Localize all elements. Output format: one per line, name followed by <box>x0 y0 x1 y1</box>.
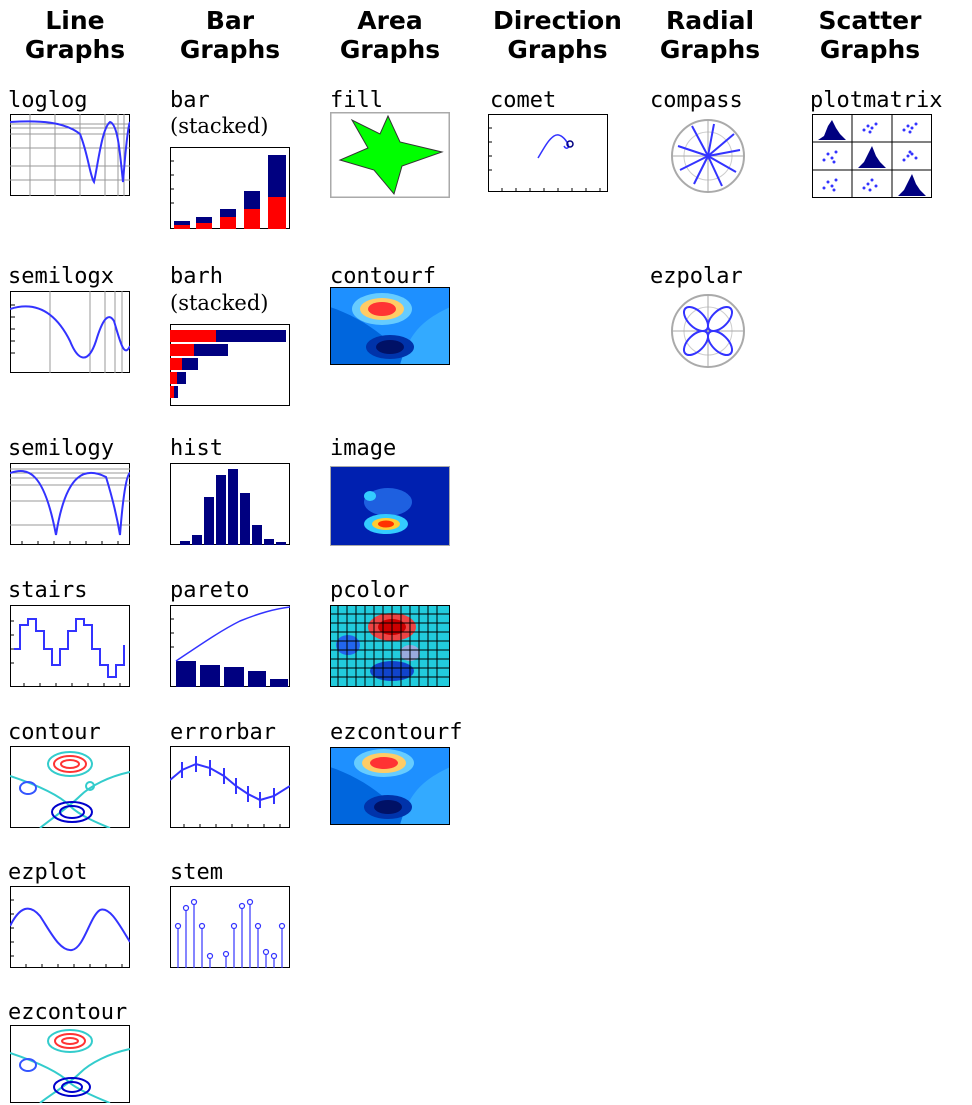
header-bar-graphs: Bar Graphs <box>155 6 305 64</box>
thumb-comet[interactable] <box>488 114 608 192</box>
header-bar-text: Bar Graphs <box>155 6 305 64</box>
header-line-text: Line Graphs <box>0 6 150 64</box>
label-ezplot[interactable]: ezplot <box>8 860 88 885</box>
header-word: Radial <box>665 6 755 35</box>
label-comet[interactable]: comet <box>490 88 557 113</box>
label-loglog[interactable]: loglog <box>8 88 88 113</box>
label-ezcontour[interactable]: ezcontour <box>8 1000 128 1025</box>
thumb-image[interactable] <box>330 466 450 546</box>
thumb-hist[interactable] <box>170 463 290 545</box>
label-compass[interactable]: compass <box>650 88 743 113</box>
label-pcolor[interactable]: pcolor <box>330 578 410 603</box>
label-bar[interactable]: bar <box>170 88 210 113</box>
label-stem[interactable]: stem <box>170 860 223 885</box>
thumb-stem[interactable] <box>170 886 290 968</box>
header-area-text: Area Graphs <box>315 6 465 64</box>
label-ezcontourf[interactable]: ezcontourf <box>330 720 463 745</box>
thumb-fill[interactable] <box>330 112 450 198</box>
header-word: Scatter <box>818 6 922 35</box>
thumb-compass[interactable] <box>668 116 748 196</box>
label-barh-stacked: (stacked) <box>170 291 269 315</box>
header-scatter-text: Scatter Graphs <box>795 6 945 64</box>
thumb-loglog[interactable] <box>10 114 130 196</box>
header-direction-graphs: Direction Graphs <box>475 6 640 64</box>
header-area-graphs: Area Graphs <box>315 6 465 64</box>
thumb-semilogx[interactable] <box>10 291 130 373</box>
label-semilogy[interactable]: semilogy <box>8 436 114 461</box>
header-word: Direction <box>493 6 622 35</box>
header-radial-text: Radial Graphs <box>635 6 785 64</box>
header-line-graphs: Line Graphs <box>0 6 150 64</box>
thumb-pareto[interactable] <box>170 605 290 687</box>
header-word: Graphs <box>24 35 126 64</box>
header-word: Graphs <box>339 35 441 64</box>
thumb-stairs[interactable] <box>10 605 130 687</box>
thumb-plotmatrix[interactable] <box>812 114 932 198</box>
label-barh[interactable]: barh <box>170 264 223 289</box>
thumb-contourf[interactable] <box>330 287 450 365</box>
header-word: Line <box>45 6 105 35</box>
header-word: Bar <box>205 6 255 35</box>
label-stairs[interactable]: stairs <box>8 578 88 603</box>
header-scatter-graphs: Scatter Graphs <box>795 6 945 64</box>
label-contourf[interactable]: contourf <box>330 264 436 289</box>
header-radial-graphs: Radial Graphs <box>635 6 785 64</box>
thumb-ezplot[interactable] <box>10 886 130 968</box>
thumb-ezcontour[interactable] <box>10 1025 130 1103</box>
label-errorbar[interactable]: errorbar <box>170 720 276 745</box>
label-bar-stacked: (stacked) <box>170 114 269 138</box>
thumb-pcolor[interactable] <box>330 605 450 687</box>
label-hist[interactable]: hist <box>170 436 223 461</box>
label-image[interactable]: image <box>330 436 397 461</box>
thumb-errorbar[interactable] <box>170 746 290 828</box>
label-pareto[interactable]: pareto <box>170 578 250 603</box>
thumb-semilogy[interactable] <box>10 463 130 545</box>
header-direction-text: Direction Graphs <box>475 6 640 64</box>
header-word: Graphs <box>507 35 608 64</box>
thumb-contour[interactable] <box>10 746 130 828</box>
thumb-barh[interactable] <box>170 324 290 406</box>
label-semilogx[interactable]: semilogx <box>8 264 114 289</box>
header-word: Graphs <box>819 35 921 64</box>
thumb-bar[interactable] <box>170 147 290 229</box>
header-word: Area <box>357 6 423 35</box>
header-word: Graphs <box>659 35 761 64</box>
thumb-ezpolar[interactable] <box>668 291 748 371</box>
label-plotmatrix[interactable]: plotmatrix <box>810 88 943 113</box>
thumb-ezcontourf[interactable] <box>330 747 450 825</box>
label-fill[interactable]: fill <box>330 88 383 113</box>
label-ezpolar[interactable]: ezpolar <box>650 264 743 289</box>
header-word: Graphs <box>179 35 281 64</box>
label-contour[interactable]: contour <box>8 720 101 745</box>
